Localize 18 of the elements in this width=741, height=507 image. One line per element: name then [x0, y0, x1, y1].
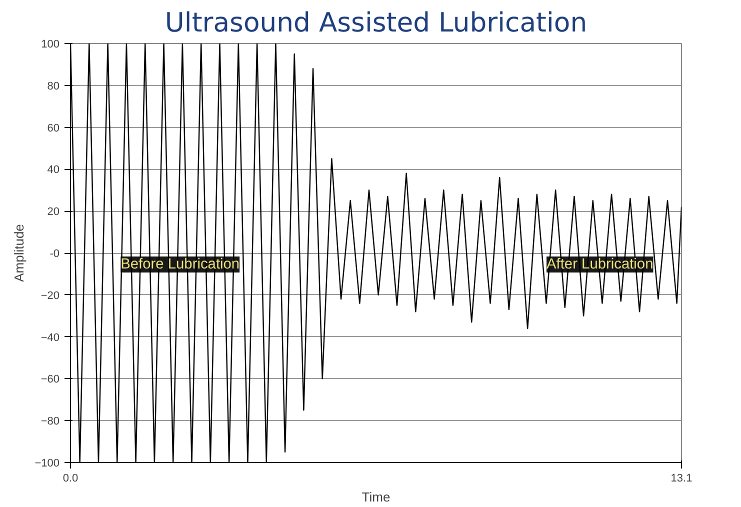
y-tick-label: −20 — [40, 290, 60, 302]
y-tick-label: −40 — [40, 332, 60, 344]
y-tick-label: −80 — [40, 416, 60, 428]
x-tick-label: 0.0 — [62, 472, 78, 484]
y-tick-label: −100 — [34, 458, 60, 470]
y-tick-label: 100 — [41, 38, 60, 50]
y-tick-label: 60 — [47, 122, 60, 134]
chart-title: Ultrasound Assisted Lubrication — [164, 8, 588, 38]
annotation: After Lubrication — [546, 256, 654, 273]
y-axis-title: Amplitude — [12, 224, 27, 282]
y-tick-label: 80 — [47, 80, 60, 92]
y-tick-label: -0 — [50, 248, 60, 260]
x-tick-label: 13.1 — [670, 472, 692, 484]
y-tick-label: 40 — [47, 164, 60, 176]
y-tick-label: 20 — [47, 206, 60, 218]
annotation: Before Lubrication — [120, 256, 240, 273]
x-axis-title: Time — [362, 490, 390, 504]
y-tick-label: −60 — [40, 374, 60, 386]
